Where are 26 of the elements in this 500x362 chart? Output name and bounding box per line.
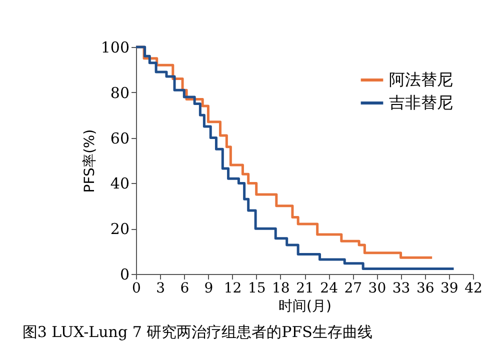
y-tick-label: 0 <box>120 266 130 284</box>
x-tick-label: 0 <box>132 280 141 296</box>
legend-label: 阿法替尼 <box>389 70 453 89</box>
x-tick-label: 33 <box>392 280 410 296</box>
x-tick-label: 15 <box>248 280 266 296</box>
y-tick-label: 60 <box>110 129 130 148</box>
caption: 图3 LUX-Lung 7 研究两治疗组患者的PFS生存曲线 <box>22 323 372 341</box>
y-tick-label: 20 <box>110 220 130 238</box>
x-axis-title: 时间(月) <box>278 298 332 314</box>
y-tick-label: 80 <box>110 84 130 102</box>
x-tick-label: 3 <box>156 280 166 296</box>
x-tick-label: 30 <box>368 280 386 296</box>
legend-label: 吉非替尼 <box>389 93 453 112</box>
x-tick-label: 36 <box>416 280 434 296</box>
x-tick-label: 42 <box>464 280 482 296</box>
y-axis-title: PFS率(%) <box>82 129 98 193</box>
x-tick-label: 12 <box>224 280 242 296</box>
x-tick-label: 9 <box>204 280 214 296</box>
x-tick-label: 18 <box>272 280 290 296</box>
x-tick-label: 21 <box>296 280 314 296</box>
x-tick-label: 6 <box>180 280 190 296</box>
x-tick-label: 24 <box>320 280 338 296</box>
y-tick-label: 40 <box>110 174 130 193</box>
x-tick-label: 39 <box>440 280 458 296</box>
x-tick-label: 27 <box>344 280 362 296</box>
y-tick-label: 100 <box>100 38 130 56</box>
